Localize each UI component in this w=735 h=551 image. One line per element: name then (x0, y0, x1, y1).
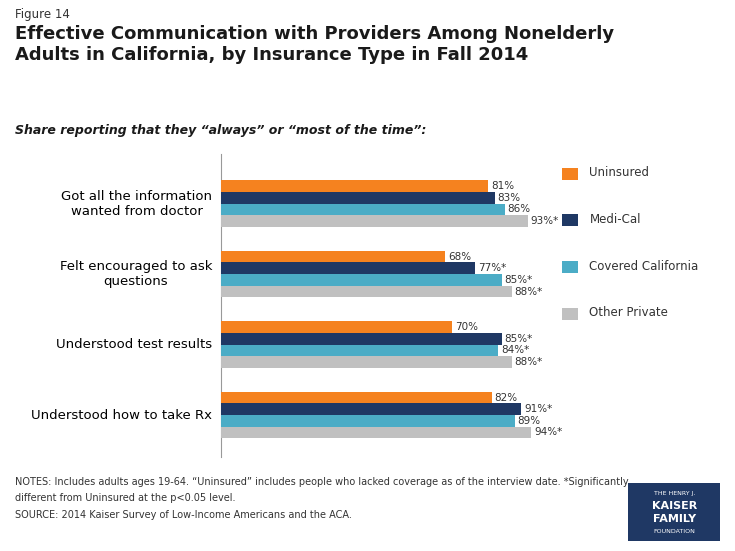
Bar (220, 180, 488, 192)
Text: 85%*: 85%* (504, 275, 533, 285)
Text: 91%*: 91%* (524, 404, 553, 414)
Text: NOTES: Includes adults ages 19-64. “Uninsured” includes people who lacked covera: NOTES: Includes adults ages 19-64. “Unin… (15, 477, 628, 487)
Text: Medi-Cal: Medi-Cal (589, 213, 641, 226)
Text: Covered California: Covered California (589, 260, 699, 273)
Text: 68%: 68% (448, 252, 471, 262)
Text: 86%: 86% (508, 204, 531, 214)
Bar (220, 192, 495, 204)
Text: Uninsured: Uninsured (589, 166, 650, 179)
Bar (220, 321, 452, 333)
Bar (220, 251, 445, 262)
Text: SOURCE: 2014 Kaiser Survey of Low-Income Americans and the ACA.: SOURCE: 2014 Kaiser Survey of Low-Income… (15, 510, 351, 520)
Text: FAMILY: FAMILY (653, 514, 696, 524)
Bar (220, 426, 531, 438)
Text: FOUNDATION: FOUNDATION (653, 530, 695, 534)
Text: THE HENRY J.: THE HENRY J. (653, 491, 695, 496)
Bar (220, 333, 501, 344)
Bar (220, 215, 528, 227)
Text: 93%*: 93%* (531, 216, 559, 226)
Text: 70%: 70% (455, 322, 478, 332)
Text: Effective Communication with Providers Among Nonelderly
Adults in California, by: Effective Communication with Providers A… (15, 25, 614, 64)
Bar (220, 286, 512, 298)
Text: Other Private: Other Private (589, 306, 668, 320)
Text: KAISER: KAISER (652, 501, 697, 511)
Text: Share reporting that they “always” or “most of the time”:: Share reporting that they “always” or “m… (15, 124, 426, 137)
Bar (220, 392, 492, 403)
Bar (220, 262, 475, 274)
Text: 77%*: 77%* (478, 263, 506, 273)
Bar (220, 415, 514, 426)
Text: 89%: 89% (517, 416, 541, 426)
Text: different from Uninsured at the p<0.05 level.: different from Uninsured at the p<0.05 l… (15, 493, 235, 503)
Text: 82%: 82% (495, 393, 517, 403)
Bar (220, 204, 505, 215)
Text: 94%*: 94%* (534, 428, 562, 437)
Text: 81%: 81% (491, 181, 514, 191)
Bar (220, 403, 522, 415)
Text: 88%*: 88%* (514, 357, 542, 367)
Text: 85%*: 85%* (504, 334, 533, 344)
Text: 83%: 83% (498, 193, 521, 203)
Bar (220, 356, 512, 368)
Bar (220, 274, 501, 286)
Bar (220, 344, 498, 356)
Text: 84%*: 84%* (501, 345, 529, 355)
Text: Figure 14: Figure 14 (15, 8, 70, 21)
Text: 88%*: 88%* (514, 287, 542, 296)
